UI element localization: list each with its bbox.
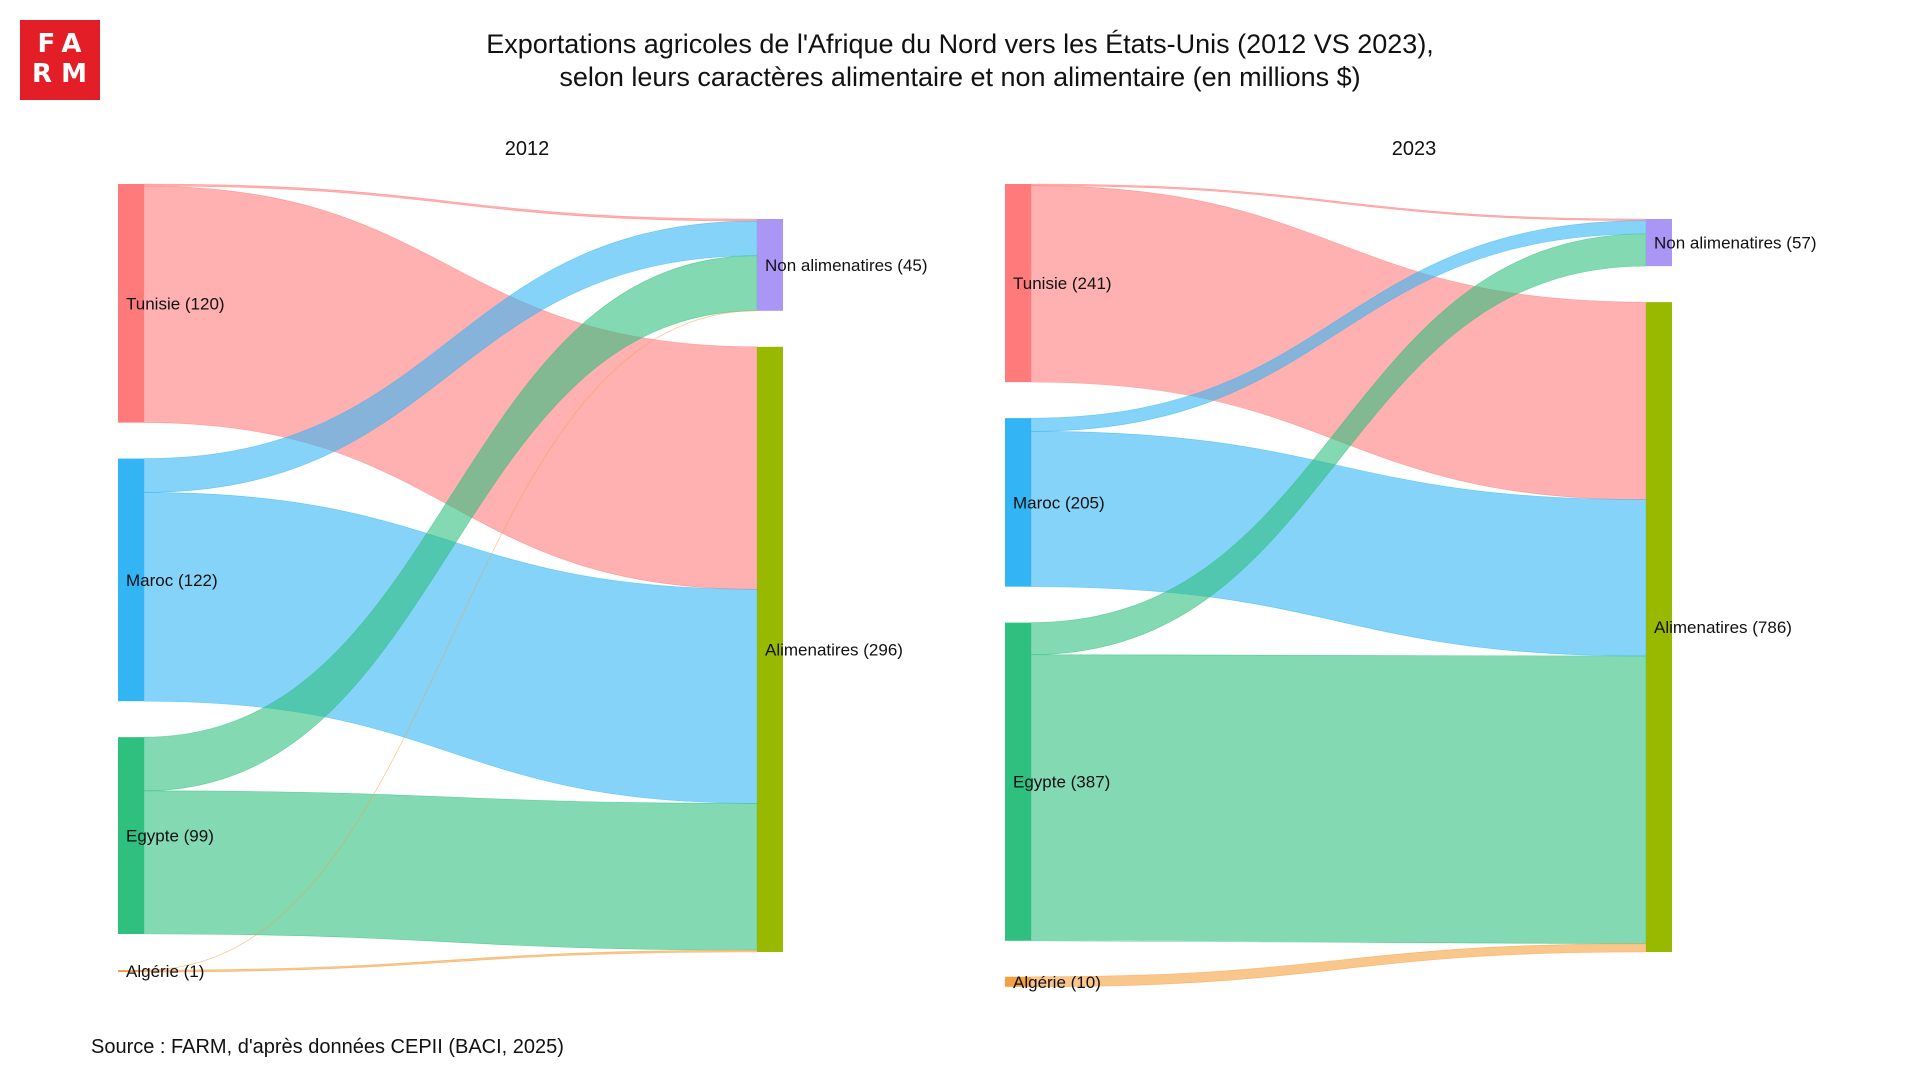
flow-algerie-to-alimenatires bbox=[143, 949, 758, 973]
node-label-non-alimenatires: Non alimenatires (57) bbox=[1654, 234, 1817, 253]
node-label-egypte: Egypte (387) bbox=[1013, 773, 1110, 792]
node-egypte bbox=[118, 737, 144, 935]
node-label-alimenatires: Alimenatires (296) bbox=[765, 640, 903, 659]
node-label-maroc: Maroc (122) bbox=[126, 571, 218, 590]
node-maroc bbox=[1005, 418, 1031, 587]
node-algerie bbox=[1005, 976, 1031, 987]
flow-links bbox=[143, 183, 758, 973]
node-label-tunisie: Tunisie (241) bbox=[1013, 274, 1112, 293]
node-egypte bbox=[1005, 622, 1031, 941]
flow-links bbox=[1030, 183, 1647, 988]
node-alimenatires bbox=[1646, 302, 1672, 952]
panel-title-2012: 2012 bbox=[505, 138, 550, 160]
node-non-alimenatires bbox=[1646, 219, 1672, 267]
flow-egypte-to-alimenatires bbox=[1030, 654, 1647, 945]
farm-logo: FA RM bbox=[20, 20, 100, 100]
node-label-maroc: Maroc (205) bbox=[1013, 493, 1105, 512]
sankey-panel-2012: 2012 Tunisie (120) Maroc (122) Egypte (99) A… bbox=[118, 138, 928, 981]
flow-algerie-to-alimenatires bbox=[1030, 943, 1647, 988]
node-label-algerie: Algérie (10) bbox=[1013, 973, 1101, 992]
sankey-panel-2023: 2023 Tunisie (241) Maroc (205) Egypte (387)… bbox=[1005, 138, 1817, 992]
panel-title-2023: 2023 bbox=[1392, 138, 1437, 160]
node-label-tunisie: Tunisie (120) bbox=[126, 294, 225, 313]
node-label-egypte: Egypte (99) bbox=[126, 827, 214, 846]
node-label-alimenatires: Alimenatires (786) bbox=[1654, 618, 1792, 637]
logo-line-2: RM bbox=[32, 59, 96, 89]
node-maroc bbox=[118, 458, 144, 702]
chart-title-line-2: selon leurs caractères alimentaire et no… bbox=[559, 62, 1361, 92]
chart-title: Exportations agricoles de l'Afrique du N… bbox=[0, 28, 1920, 94]
logo-line-1: FA bbox=[37, 29, 91, 59]
chart-title-line-1: Exportations agricoles de l'Afrique du N… bbox=[486, 29, 1434, 59]
node-tunisie bbox=[118, 184, 144, 423]
node-tunisie bbox=[1005, 184, 1031, 383]
node-label-non-alimenatires: Non alimenatires (45) bbox=[765, 256, 928, 275]
source-note: Source : FARM, d'après données CEPII (BA… bbox=[91, 1036, 564, 1058]
node-non-alimenatires bbox=[757, 219, 783, 311]
node-algerie bbox=[118, 970, 144, 973]
flow-egypte-to-alimenatires bbox=[143, 790, 758, 951]
node-alimenatires bbox=[757, 346, 783, 952]
node-label-algerie: Algérie (1) bbox=[126, 962, 204, 981]
